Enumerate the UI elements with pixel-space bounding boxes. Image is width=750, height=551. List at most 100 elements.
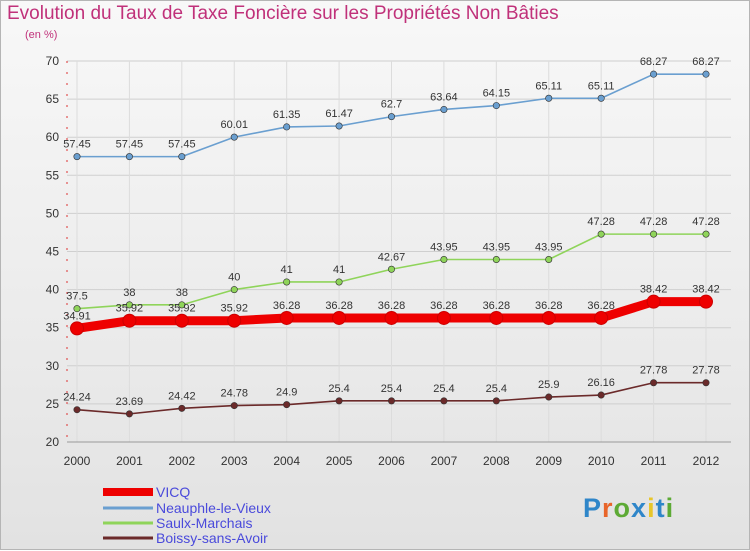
data-label: 47.28: [692, 216, 720, 228]
data-point: [283, 401, 291, 409]
data-label: 35.92: [220, 303, 248, 315]
data-point: [125, 301, 133, 309]
data-label: 35.92: [168, 303, 196, 315]
data-point: [73, 406, 81, 414]
data-label: 43.95: [483, 242, 511, 254]
x-tick-label: 2007: [431, 454, 458, 468]
data-point: [545, 256, 553, 264]
data-point: [335, 397, 343, 405]
data-point: [230, 133, 238, 141]
data-label: 25.4: [381, 383, 402, 395]
data-label: 24.78: [220, 388, 248, 400]
data-point: [489, 310, 504, 325]
data-point: [702, 70, 710, 78]
legend-label: Neauphle-le-Vieux: [156, 500, 271, 516]
data-label: 34.91: [63, 310, 91, 322]
data-label: 38: [123, 287, 135, 299]
data-label: 36.28: [430, 300, 458, 312]
data-point: [122, 313, 137, 328]
data-point: [492, 256, 500, 264]
data-label: 42.67: [378, 251, 406, 263]
chart-title: Evolution du Taux de Taxe Foncière sur l…: [7, 3, 559, 24]
x-tick-label: 2006: [378, 454, 405, 468]
x-tick-label: 2001: [116, 454, 143, 468]
data-point: [650, 230, 658, 238]
x-tick-label: 2004: [273, 454, 300, 468]
y-tick-label: 60: [46, 130, 60, 144]
data-label: 47.28: [587, 216, 615, 228]
x-tick-label: 2000: [64, 454, 91, 468]
data-point: [597, 94, 605, 102]
chart-subtitle: (en %): [25, 29, 58, 41]
data-label: 60.01: [220, 119, 248, 131]
data-label: 36.28: [483, 300, 511, 312]
y-tick-label: 65: [46, 92, 60, 106]
y-tick-label: 40: [46, 283, 60, 297]
data-label: 61.35: [273, 109, 301, 121]
legend-label: Boissy-sans-Avoir: [156, 530, 268, 546]
data-label: 37.5: [66, 291, 87, 303]
x-tick-label: 2003: [221, 454, 248, 468]
data-point: [230, 402, 238, 410]
data-label: 57.45: [116, 139, 144, 151]
x-tick-label: 2010: [588, 454, 615, 468]
data-point: [178, 153, 186, 161]
data-point: [384, 310, 399, 325]
y-tick-label: 55: [46, 168, 60, 182]
x-tick-label: 2011: [641, 454, 667, 468]
data-label: 25.4: [433, 383, 454, 395]
y-tick-label: 35: [46, 321, 60, 335]
data-label: 38: [176, 287, 188, 299]
data-label: 36.28: [535, 300, 563, 312]
x-tick-label: 2008: [483, 454, 510, 468]
data-point: [597, 391, 605, 399]
data-label: 65.11: [588, 80, 615, 92]
data-point: [545, 94, 553, 102]
data-point: [283, 123, 291, 131]
y-tick-label: 25: [46, 397, 60, 411]
proxiti-logo: Proxiti: [583, 493, 674, 524]
data-point: [541, 310, 556, 325]
logo-letter: i: [665, 493, 675, 523]
data-point: [70, 321, 84, 336]
data-label: 36.28: [378, 300, 406, 312]
data-label: 23.69: [116, 396, 144, 408]
data-label: 27.78: [692, 365, 720, 377]
data-label: 36.28: [325, 300, 353, 312]
logo-letter: i: [647, 493, 656, 523]
y-tick-label: 45: [46, 245, 60, 259]
data-label: 25.9: [538, 379, 559, 391]
data-label: 61.47: [325, 108, 353, 120]
data-point: [702, 230, 710, 238]
data-point: [436, 310, 451, 325]
data-point: [699, 294, 713, 309]
data-point: [230, 286, 238, 294]
data-point: [702, 379, 710, 387]
logo-letter: x: [631, 493, 648, 523]
data-label: 38.42: [692, 284, 720, 296]
x-tick-label: 2012: [693, 454, 720, 468]
data-label: 25.4: [328, 383, 349, 395]
data-point: [335, 278, 343, 286]
data-point: [73, 153, 81, 161]
data-point: [387, 113, 395, 121]
y-tick-label: 50: [46, 206, 60, 220]
data-point: [440, 397, 448, 405]
data-label: 57.45: [168, 139, 196, 151]
data-label: 63.64: [430, 91, 458, 103]
data-label: 24.42: [168, 390, 196, 402]
x-tick-label: 2005: [326, 454, 353, 468]
data-point: [594, 310, 609, 325]
data-point: [279, 310, 294, 325]
data-label: 24.24: [63, 392, 91, 404]
x-tick-label: 2009: [535, 454, 562, 468]
data-point: [125, 153, 133, 161]
logo-letter: t: [655, 493, 666, 523]
data-label: 68.27: [692, 56, 720, 68]
data-point: [125, 410, 133, 418]
data-label: 43.95: [430, 242, 458, 254]
logo-letter: o: [613, 493, 632, 523]
data-point: [440, 256, 448, 264]
